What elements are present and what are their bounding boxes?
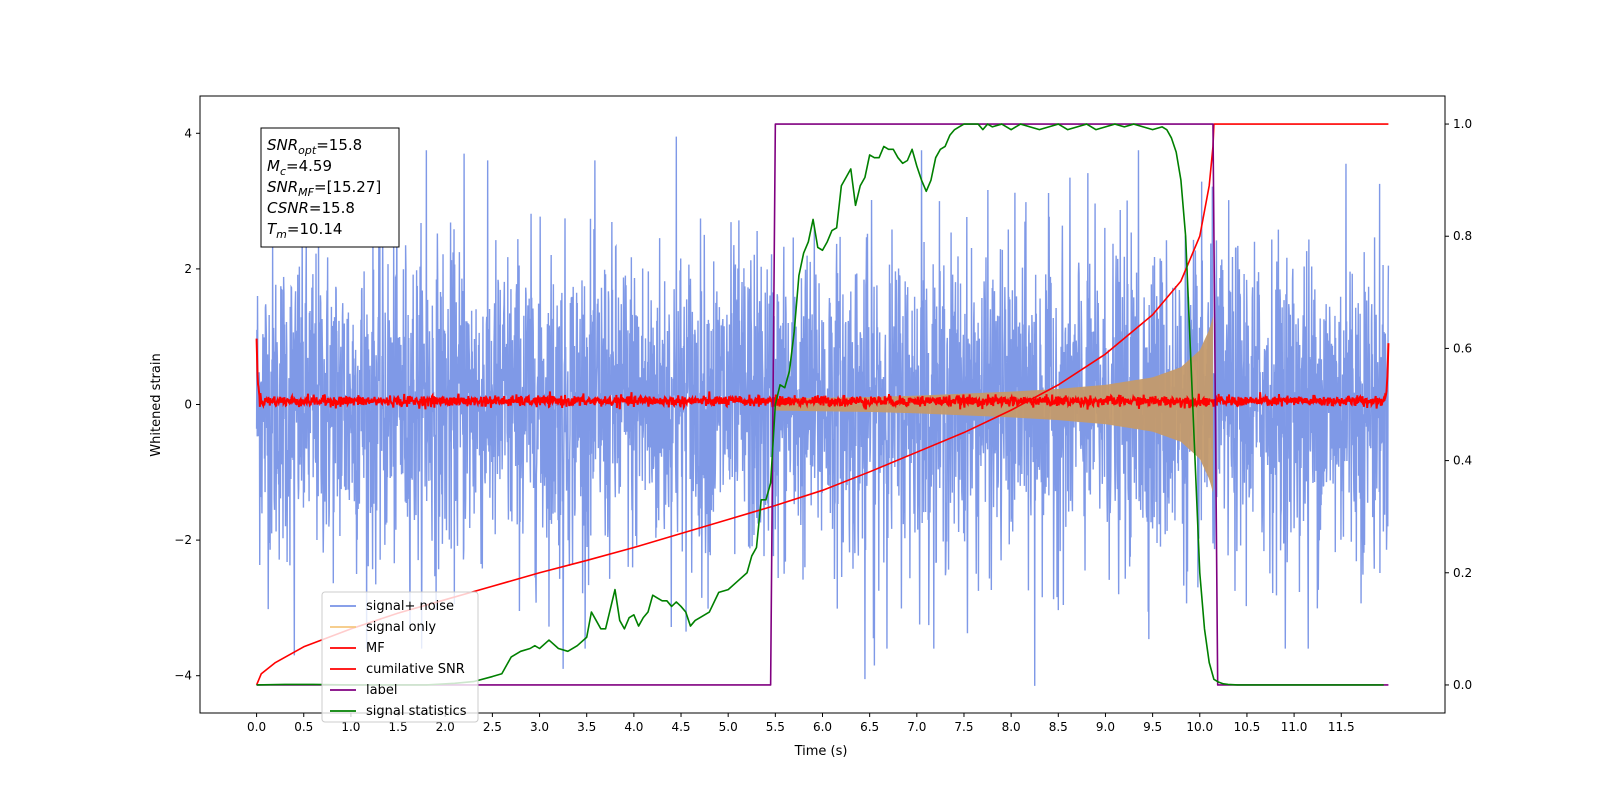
x-axis: 0.0 0.5 1.0 1.5 2.0 2.5 3.0 3.5 4.0 4.5 5.0 5.5 6.0 6… [247, 713, 1355, 734]
x-tick-label: 4.0 [624, 720, 643, 734]
y-axis-label: Whitened strain [149, 353, 164, 456]
mf-series [255, 338, 1390, 411]
y-right-tick-label: 0.6 [1453, 341, 1472, 355]
x-tick-label: 6.5 [860, 720, 879, 734]
x-tick-label: 9.0 [1096, 720, 1115, 734]
legend: signal+ noise signal only MF cumilative SNR… [321, 591, 479, 723]
y-right-tick-label: 0.4 [1453, 454, 1472, 468]
x-tick-label: 3.0 [530, 720, 549, 734]
y-tick-label: −4 [174, 669, 192, 683]
x-tick-label: 4.5 [671, 720, 690, 734]
x-tick-label: 5.5 [766, 720, 785, 734]
x-tick-label: 0.5 [294, 720, 313, 734]
x-tick-label: 7.5 [954, 720, 973, 734]
x-tick-label: 11.0 [1281, 720, 1308, 734]
x-tick-label: 10.0 [1186, 720, 1213, 734]
x-tick-label: 0.0 [247, 720, 266, 734]
x-axis-label: Time (s) [794, 744, 848, 759]
legend-label: cumilative SNR [366, 662, 465, 677]
x-tick-label: 11.5 [1328, 720, 1355, 734]
y-right-tick-label: 0.0 [1453, 678, 1472, 692]
annotation-line: CSNR=15.8 [267, 199, 355, 217]
x-tick-label: 3.5 [577, 720, 596, 734]
x-tick-label: 8.0 [1002, 720, 1021, 734]
legend-label: MF [366, 641, 385, 656]
x-tick-label: 5.0 [719, 720, 738, 734]
x-tick-label: 7.0 [907, 720, 926, 734]
annotation-line: Tm=10.14 [267, 220, 342, 241]
legend-frame [321, 591, 479, 723]
x-tick-label: 6.0 [813, 720, 832, 734]
x-tick-label: 1.5 [389, 720, 408, 734]
annotation-line: Mc=4.59 [267, 157, 332, 178]
annotation-frame [260, 127, 400, 248]
annotation-line: SNRopt=15.8 [267, 136, 362, 157]
legend-label: signal statistics [366, 704, 467, 719]
y-right-tick-label: 1.0 [1453, 117, 1472, 131]
y-axis-right: 1.0 0.8 0.6 0.4 0.2 0.0 [1445, 117, 1472, 692]
mf-line [255, 338, 1390, 411]
annotation-line: SNRMF=[15.27] [267, 178, 381, 199]
legend-label: signal only [366, 620, 436, 635]
x-tick-label: 1.0 [341, 720, 360, 734]
legend-label: label [366, 683, 397, 698]
x-tick-label: 9.5 [1143, 720, 1162, 734]
x-tick-label: 2.0 [436, 720, 455, 734]
y-axis-left: 4 2 0 −2 −4 [174, 126, 200, 683]
x-tick-label: 8.5 [1049, 720, 1068, 734]
annotation-box: SNRopt=15.8Mc=4.59SNRMF=[15.27]CSNR=15.8… [260, 127, 400, 248]
legend-label: signal+ noise [366, 599, 454, 614]
signal-statistics-series [256, 123, 1384, 686]
signal-statistics-line [256, 123, 1384, 686]
y-tick-label: 0 [184, 398, 192, 412]
y-tick-label: 2 [184, 262, 192, 276]
x-tick-label: 10.5 [1234, 720, 1261, 734]
y-right-tick-label: 0.8 [1453, 229, 1472, 243]
x-tick-label: 2.5 [483, 720, 502, 734]
y-tick-label: 4 [184, 126, 192, 140]
y-right-tick-label: 0.2 [1453, 566, 1472, 580]
y-tick-label: −2 [174, 533, 192, 547]
